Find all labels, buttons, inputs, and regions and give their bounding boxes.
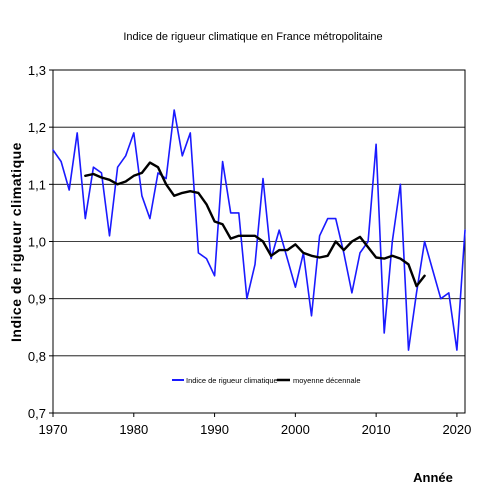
y-tick-label: 1,1: [28, 177, 46, 192]
series-line-decadal-mean: [84, 161, 426, 288]
legend: Indice de rigueur climatique moyenne déc…: [172, 376, 361, 385]
legend-label-decadal: moyenne décennale: [293, 376, 361, 385]
x-tick-label: 1990: [200, 422, 229, 437]
y-tick-label: 0,8: [28, 349, 46, 364]
chart-title: Indice de rigueur climatique en France m…: [123, 31, 382, 43]
y-axis-label: Indice de rigueur climatique: [8, 142, 24, 342]
x-tick-label: 2010: [362, 422, 391, 437]
y-tick-label: 0,7: [28, 406, 46, 421]
series-line-index: [52, 109, 466, 351]
x-tick-label: 1980: [119, 422, 148, 437]
x-axis-ticks: 1970 1980 1990 2000 2010 2020: [39, 413, 471, 437]
y-tick-label: 1,3: [28, 63, 46, 78]
data-series: [52, 109, 466, 351]
legend-label-index: Indice de rigueur climatique: [186, 376, 278, 385]
x-axis-label: Année: [413, 470, 453, 485]
y-tick-label: 1,0: [28, 235, 46, 250]
y-tick-label: 1,2: [28, 120, 46, 135]
y-tick-label: 0,9: [28, 292, 46, 307]
x-tick-label: 2020: [442, 422, 471, 437]
x-tick-label: 2000: [281, 422, 310, 437]
y-axis-ticks: 0,7 0,8 0,9 1,0 1,1 1,2 1,3: [28, 63, 53, 421]
x-tick-label: 1970: [39, 422, 68, 437]
